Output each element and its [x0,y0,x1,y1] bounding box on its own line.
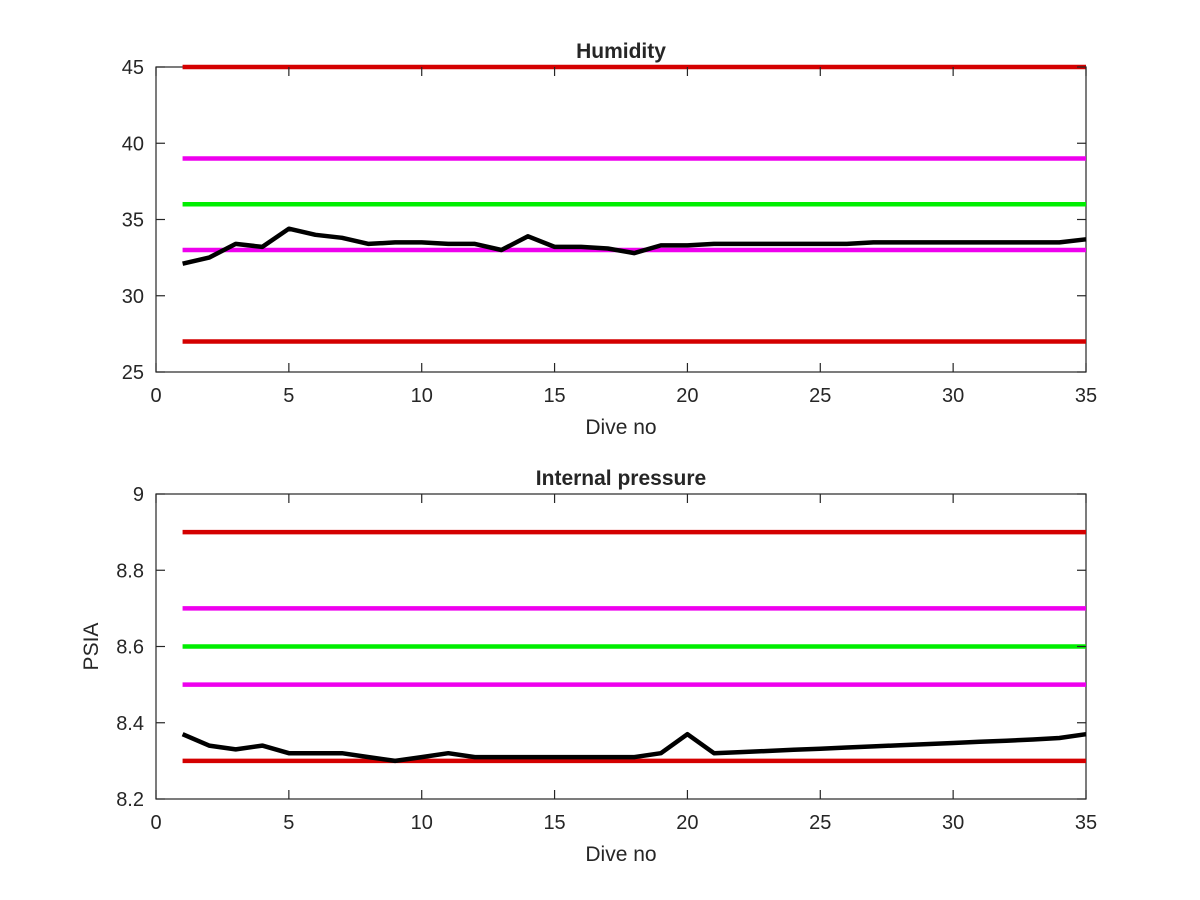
x-tick-label: 0 [150,385,161,407]
data-series-line [181,731,1087,764]
x-axis-label: Dive no [585,416,656,439]
x-tick-label: 15 [543,385,565,407]
data-series-line [182,226,1087,266]
y-tick-label: 35 [122,210,144,232]
x-axis-label: Dive no [585,843,656,866]
x-tick-label: 35 [1075,812,1097,834]
y-tick-label: 8.4 [116,713,144,735]
y-tick-label: 8.2 [116,789,144,811]
x-tick-label: 5 [283,812,294,834]
x-tick-label: 10 [411,385,433,407]
x-tick-label: 0 [150,812,161,834]
chart-title: Internal pressure [536,467,706,490]
x-tick-label: 30 [942,385,964,407]
chart-title: Humidity [576,40,666,63]
x-tick-label: 30 [942,812,964,834]
x-tick-label: 20 [676,812,698,834]
x-tick-label: 10 [411,812,433,834]
y-tick-label: 40 [122,133,144,155]
plot-area [155,66,1087,373]
x-tick-label: 20 [676,385,698,407]
x-tick-label: 25 [809,812,831,834]
chart-1: 0 5 10 15 20 25 30 35 25 30 35 40 45 Humidity Dive no [122,40,1097,439]
y-tick-label: 25 [122,362,144,384]
y-axis-label: PSIA [80,623,103,671]
x-tick-label: 35 [1075,385,1097,407]
y-tick-label: 30 [122,286,144,308]
y-tick-label: 45 [122,57,144,79]
chart-2: 0 5 10 15 20 25 30 35 8.2 8.4 8.6 8.8 9 Internal pres… [80,467,1097,866]
y-tick-label: 8.6 [116,637,144,659]
y-tick-label: 9 [133,484,144,506]
y-tick-label: 8.8 [116,560,144,582]
x-tick-label: 15 [543,812,565,834]
x-tick-label: 25 [809,385,831,407]
x-tick-label: 5 [283,385,294,407]
